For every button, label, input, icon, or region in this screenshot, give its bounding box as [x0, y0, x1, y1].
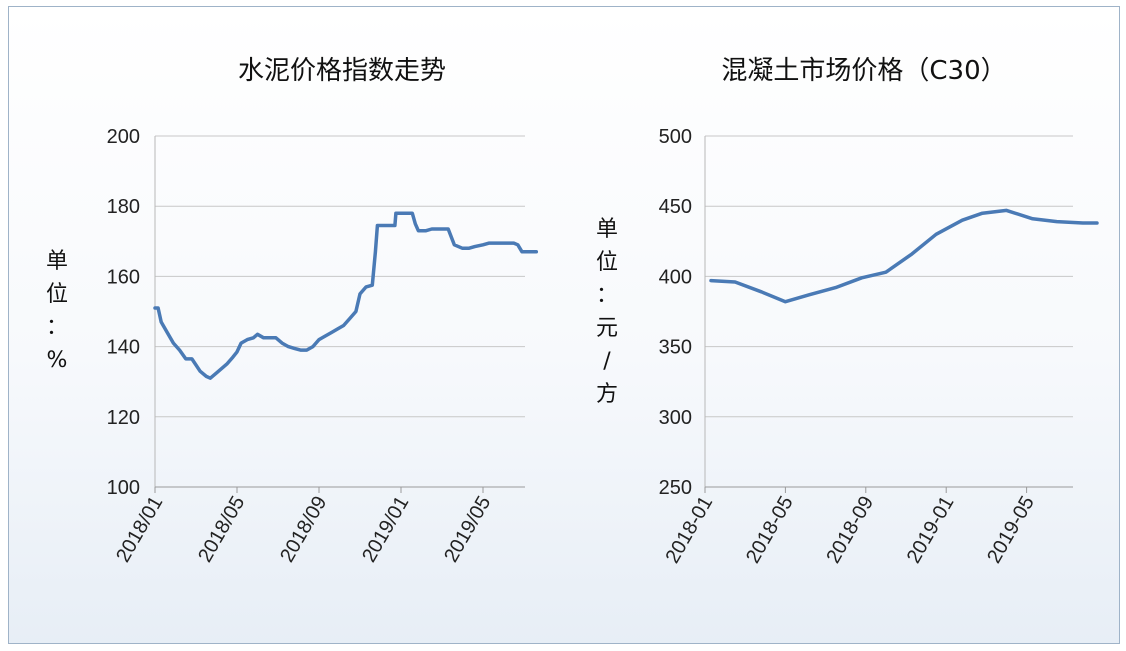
y-tick-label: 120	[107, 407, 140, 429]
chart-panel	[8, 6, 1120, 644]
x-tick-label: 2018-01	[662, 493, 718, 568]
y-label-char: 位	[46, 282, 68, 307]
x-tick-label: 2019/05	[440, 493, 495, 567]
y-tick-label: 300	[659, 407, 692, 429]
y-label-char: 位	[596, 250, 618, 275]
y-tick-label: 350	[659, 337, 692, 359]
y-tick-label: 500	[659, 126, 692, 148]
y-tick-label: 160	[107, 266, 140, 288]
right-chart-plot: 250 300 350 400 450 500 2018-01 2018-05 2018-09 2…	[659, 126, 1099, 568]
series-line	[709, 208, 1099, 304]
left-chart-plot: 100 120 140 160 180 200 2018/01 2018/05 2018/09 2…	[107, 126, 539, 567]
y-label-char: ：	[596, 283, 618, 308]
y-label-char: 单	[46, 249, 68, 274]
y-tick-label: 140	[107, 337, 140, 359]
y-tick-label: 100	[107, 477, 140, 499]
x-tick-label: 2018-05	[742, 493, 798, 568]
y-tick-label: 180	[107, 196, 140, 218]
x-tick-label: 2019-05	[983, 493, 1039, 568]
y-label-char: 单	[596, 217, 618, 242]
y-tick-label: 250	[659, 477, 692, 499]
x-tick-label: 2018-09	[822, 493, 878, 568]
x-tick-label: 2019-01	[903, 492, 959, 567]
left-chart-y-label: 单位 ：%	[46, 249, 68, 373]
left-chart-title: 水泥价格指数走势	[238, 56, 446, 86]
y-label-char: %	[47, 348, 68, 373]
x-tick-label: 2018/09	[276, 493, 331, 567]
y-tick-label: 450	[659, 196, 692, 218]
right-chart-y-label: 单位 ： 元 / 方	[596, 217, 618, 407]
series-line	[153, 211, 539, 380]
x-tick-label: 2018/01	[112, 493, 167, 567]
x-tick-label: 2019/01	[358, 493, 413, 567]
y-tick-label: 200	[107, 126, 140, 148]
y-tick-label: 400	[659, 266, 692, 288]
y-label-char: 元	[596, 316, 618, 341]
right-chart-title: 混凝土市场价格（C30）	[721, 56, 1006, 86]
y-label-char: ：	[46, 315, 68, 340]
y-label-char: /	[603, 349, 611, 374]
y-label-char: 方	[596, 382, 618, 407]
x-tick-label: 2018/05	[194, 493, 249, 567]
